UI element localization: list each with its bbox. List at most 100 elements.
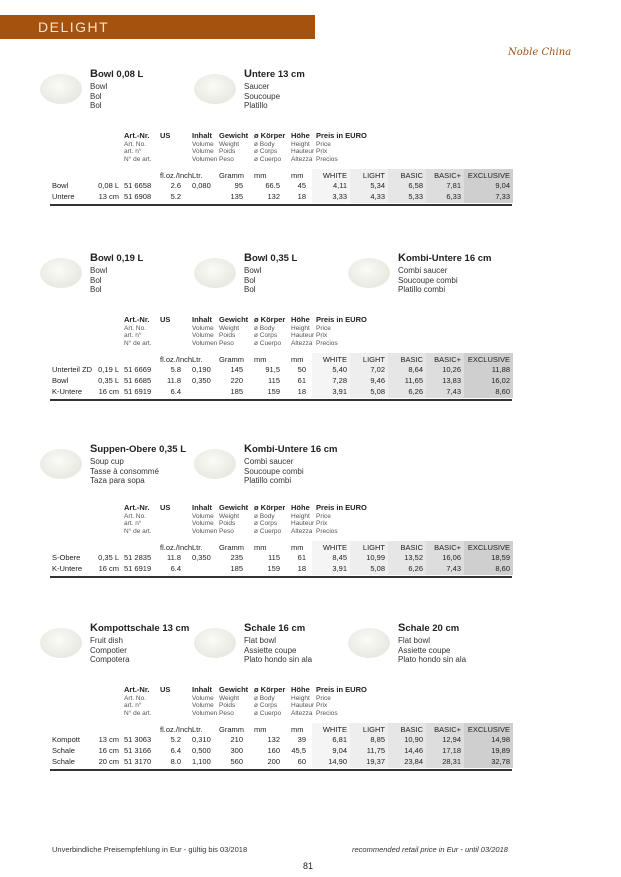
table-cell: 115	[268, 553, 280, 562]
table-cell: 7,43	[446, 387, 461, 396]
table-cell: 7,33	[495, 192, 510, 201]
product-image	[194, 449, 236, 479]
unit-header: WHITE	[322, 171, 347, 180]
column-header: ø Körper	[254, 315, 286, 324]
unit-header: BASIC+	[434, 543, 461, 552]
table-cell: 19,89	[491, 746, 510, 755]
table-cell: 159	[267, 387, 280, 396]
table-cell: 45	[297, 181, 306, 190]
table-cell: 10,26	[442, 365, 461, 374]
column-header: ø Körper	[254, 685, 286, 694]
unit-header: EXCLUSIVE	[467, 171, 510, 180]
column-header: Hauteur	[291, 332, 315, 339]
column-header: Inhalt	[192, 315, 212, 324]
column-header: Altezza	[291, 155, 313, 163]
price-column-shade	[312, 723, 350, 768]
table-cell: K-Untere	[52, 387, 83, 396]
column-header: Art. No.	[124, 694, 147, 702]
table-cell: 61	[297, 376, 306, 385]
column-header: Volume	[192, 324, 214, 332]
column-header: Peso	[219, 339, 234, 347]
table-cell: 8,60	[495, 387, 510, 396]
column-header: N° de art.	[124, 155, 152, 163]
table-cell: 6,81	[332, 735, 347, 744]
unit-header: Ltr.	[192, 171, 203, 180]
table-bottom-rule	[50, 576, 512, 578]
column-header: Altezza	[291, 339, 313, 347]
table-cell: 235	[230, 553, 243, 562]
column-header: Prix	[316, 332, 328, 339]
unit-header: mm	[291, 355, 304, 364]
product-title: Kompottschale 13 cm	[90, 622, 190, 634]
unit-header: mm	[254, 171, 267, 180]
product-translation: Assiette coupe	[398, 645, 451, 655]
brand-logo: Noble China	[508, 47, 572, 58]
table-cell: 6,26	[408, 564, 423, 573]
column-header: ø Corps	[254, 332, 278, 339]
table-cell: 13,83	[442, 376, 461, 385]
table-cell: 0,08 L	[98, 181, 119, 190]
price-column-shade	[388, 353, 426, 398]
table-cell: 6.4	[170, 387, 181, 396]
column-header: Volumen	[192, 709, 218, 717]
column-header: Preis in EURO	[316, 503, 367, 512]
table-cell: 160	[267, 746, 280, 755]
column-header: ø Body	[254, 512, 275, 520]
unit-header: fl.oz./Inch	[160, 171, 193, 180]
column-header: Art. No.	[124, 324, 147, 332]
unit-header: fl.oz./Inch	[160, 725, 193, 734]
table-cell: 11,65	[404, 376, 423, 385]
column-header: Peso	[219, 155, 234, 163]
column-header: US	[160, 315, 171, 324]
price-column-shade	[426, 169, 464, 203]
column-header: Height	[291, 512, 310, 520]
product-translation: Combi saucer	[398, 266, 448, 275]
product-title: Suppen-Obere 0,35 L	[90, 443, 187, 455]
column-header: Volume	[192, 520, 214, 527]
table-cell: 300	[230, 746, 243, 755]
table-cell: 5.8	[170, 365, 181, 374]
column-header: Preis in EURO	[316, 685, 367, 694]
column-header: Inhalt	[192, 131, 212, 140]
price-column-shade	[350, 169, 388, 203]
table-cell: Unterteil ZD	[52, 365, 93, 374]
unit-header: mm	[254, 725, 267, 734]
price-column-shade	[388, 541, 426, 575]
table-cell: 8,64	[408, 365, 423, 374]
table-cell: 11,88	[491, 365, 510, 374]
table-cell: 9,46	[370, 376, 385, 385]
unit-header: Gramm	[219, 355, 244, 364]
table-cell: 61	[297, 553, 306, 562]
price-column-shade	[388, 169, 426, 203]
column-header: Peso	[219, 527, 234, 535]
column-header: Poids	[219, 520, 236, 527]
table-cell: 0,350	[192, 553, 211, 562]
column-header: Height	[291, 694, 310, 702]
collection-title: DELIGHT	[38, 19, 110, 35]
table-cell: 13 cm	[98, 192, 119, 201]
table-cell: 6,33	[446, 192, 461, 201]
column-header: ø Cuerpo	[254, 709, 282, 717]
column-header: Poids	[219, 148, 236, 155]
column-header: ø Corps	[254, 520, 278, 527]
column-header: Volumen	[192, 527, 218, 535]
table-cell: Bowl	[52, 181, 69, 190]
table-cell: 8,60	[495, 564, 510, 573]
table-cell: 115	[268, 376, 280, 385]
product-card: Bowl 0,35 L Bowl Bol Bol	[194, 252, 394, 295]
table-cell: 14,98	[491, 735, 510, 744]
table-cell: 95	[234, 181, 243, 190]
product-translation: Platillo	[244, 101, 268, 110]
product-card: Suppen-Obere 0,35 L Soup cup Tasse à conso…	[40, 443, 240, 486]
unit-header: BASIC+	[434, 725, 461, 734]
product-translation: Combi saucer	[244, 457, 294, 466]
unit-header: Ltr.	[192, 725, 203, 734]
table-cell: 185	[230, 564, 243, 573]
table-cell: 5.2	[170, 192, 181, 201]
table-cell: Untere	[52, 192, 75, 201]
table-cell: 4,11	[332, 181, 347, 190]
table-cell: 39	[297, 735, 306, 744]
unit-header: BASIC	[400, 725, 423, 734]
table-bottom-rule	[50, 204, 512, 206]
product-translation: Compotera	[90, 655, 130, 664]
